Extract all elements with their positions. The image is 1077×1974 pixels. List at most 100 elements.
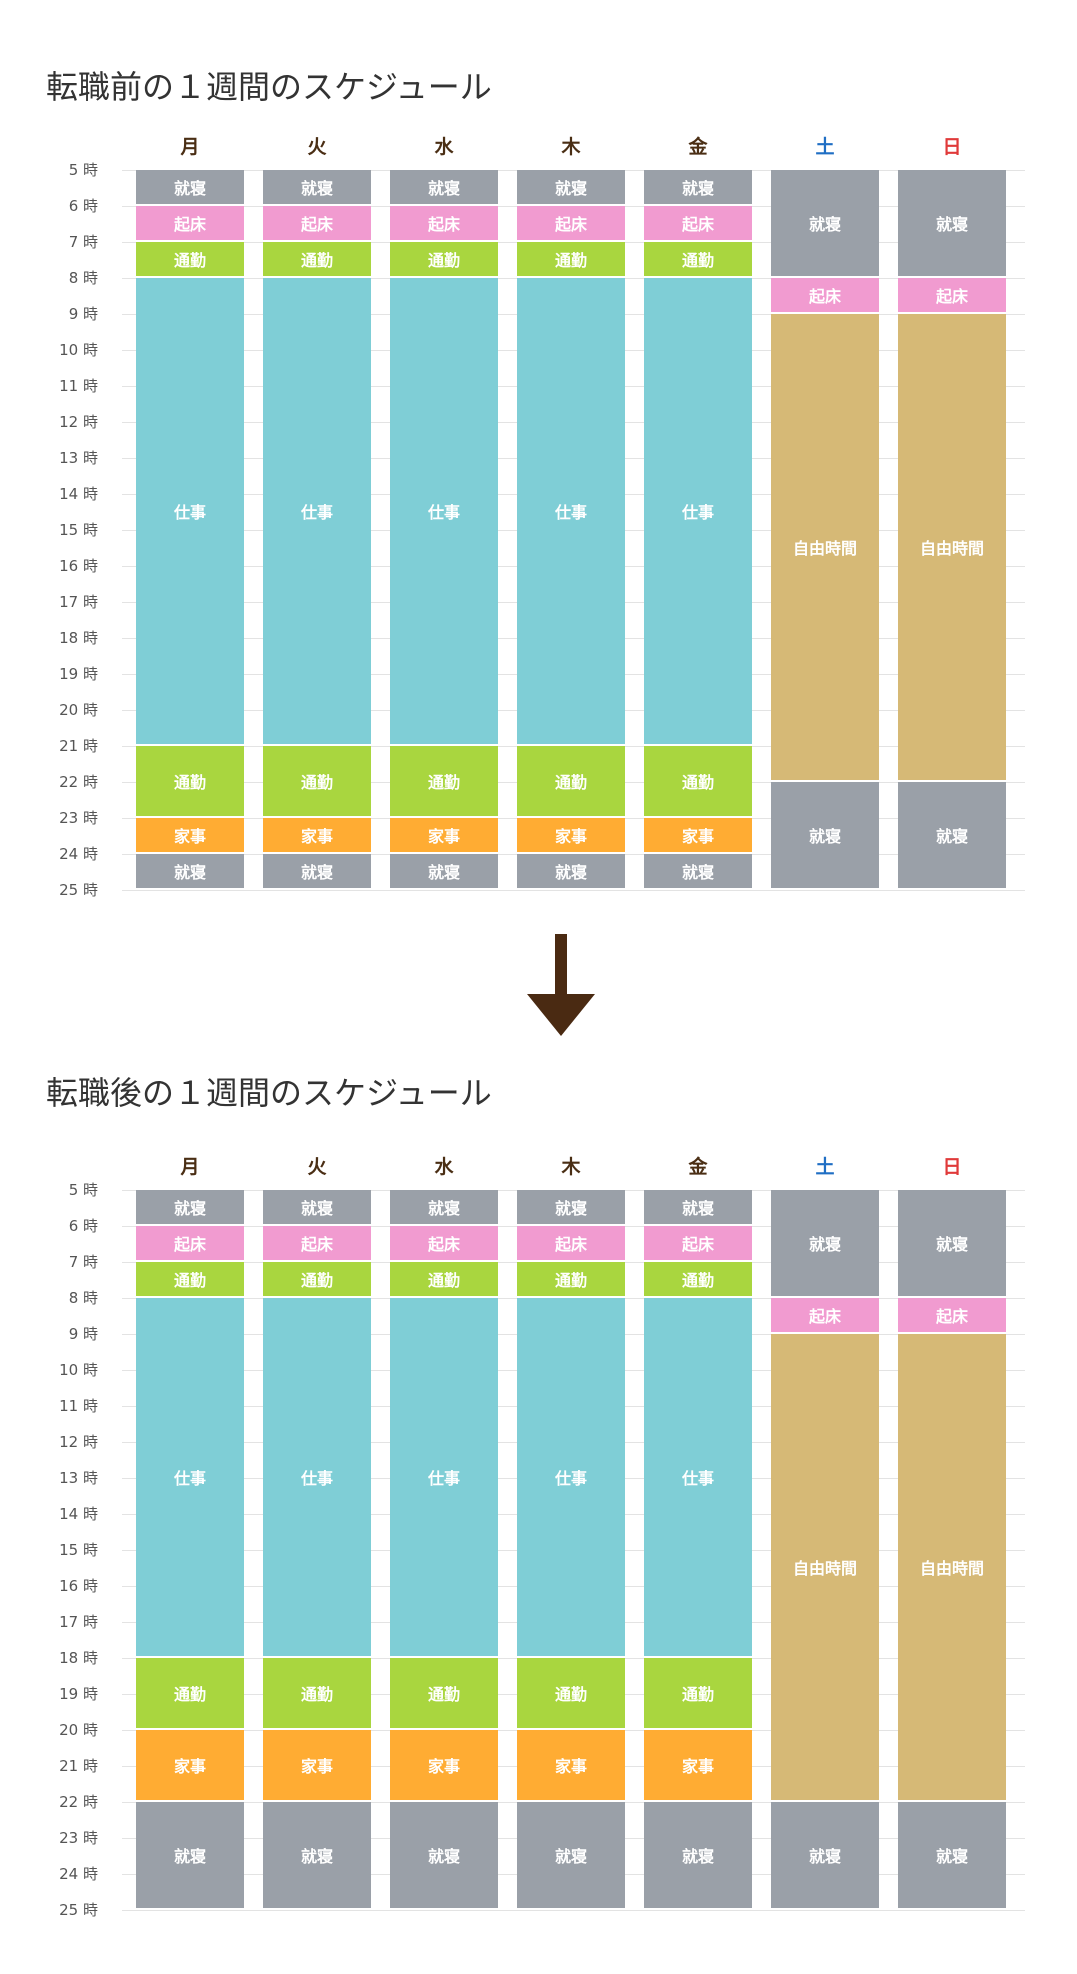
hour-label: 5 時 [68, 161, 98, 179]
schedule-block: 就寝 [644, 170, 752, 206]
day-label: 金 [688, 1156, 708, 1178]
schedule-block: 就寝 [263, 854, 371, 890]
schedule-block: 家事 [517, 818, 625, 854]
schedule-block: 通勤 [136, 242, 244, 278]
hour-label: 8 時 [68, 269, 98, 287]
schedule-block: 通勤 [136, 746, 244, 818]
hour-label: 25 時 [59, 1901, 98, 1919]
schedule-block: 就寝 [898, 1802, 1006, 1910]
hour-label: 12 時 [59, 413, 98, 431]
schedule-block: 通勤 [517, 1262, 625, 1298]
hour-label: 5 時 [68, 1181, 98, 1199]
schedule-block: 起床 [517, 206, 625, 242]
day-label: 土 [815, 136, 835, 158]
hour-label: 22 時 [59, 1793, 98, 1811]
day-label: 火 [307, 1156, 327, 1178]
schedule-block: 就寝 [517, 1190, 625, 1226]
hour-label: 24 時 [59, 1865, 98, 1883]
hour-label: 17 時 [59, 593, 98, 611]
hour-label: 15 時 [59, 1541, 98, 1559]
schedule-block: 仕事 [517, 278, 625, 746]
schedule-block: 就寝 [136, 1802, 244, 1910]
schedule-block: 仕事 [136, 1298, 244, 1658]
hour-label: 14 時 [59, 485, 98, 503]
schedule-block: 通勤 [263, 746, 371, 818]
schedule-block: 起床 [263, 1226, 371, 1262]
schedule-block: 自由時間 [898, 1334, 1006, 1802]
schedule-block: 起床 [390, 206, 498, 242]
schedule-block: 通勤 [390, 242, 498, 278]
schedule-block: 就寝 [136, 854, 244, 890]
schedule-block: 家事 [136, 1730, 244, 1802]
hour-label: 19 時 [59, 1685, 98, 1703]
schedule-block: 通勤 [390, 1262, 498, 1298]
schedule-block: 家事 [517, 1730, 625, 1802]
hour-label: 9 時 [68, 1325, 98, 1343]
schedule-block: 通勤 [263, 242, 371, 278]
schedule-block: 通勤 [517, 746, 625, 818]
schedule-block: 通勤 [136, 1262, 244, 1298]
schedule-block: 仕事 [136, 278, 244, 746]
day-label: 木 [561, 1156, 581, 1178]
hour-gridline [122, 1910, 1025, 1911]
hour-label: 10 時 [59, 341, 98, 359]
schedule-block: 起床 [517, 1226, 625, 1262]
hour-label: 6 時 [68, 197, 98, 215]
hour-label: 7 時 [68, 1253, 98, 1271]
schedule-block: 就寝 [771, 1190, 879, 1298]
schedule-block: 就寝 [517, 170, 625, 206]
schedule-block: 通勤 [263, 1658, 371, 1730]
day-label: 土 [815, 1156, 835, 1178]
schedule-before: 月 火 水 木 金 土 日 5 時 6 時 7 時 8 時 9 時 10 時 11 時 12 時 13 時 14… [0, 132, 1077, 899]
schedule-block: 起床 [263, 206, 371, 242]
schedule-block: 就寝 [771, 782, 879, 890]
schedule-block: 起床 [390, 1226, 498, 1262]
hour-label: 21 時 [59, 737, 98, 755]
schedule-block: 就寝 [390, 854, 498, 890]
schedule-block: 通勤 [517, 1658, 625, 1730]
hour-label: 19 時 [59, 665, 98, 683]
schedule-block: 就寝 [898, 782, 1006, 890]
hour-label: 9 時 [68, 305, 98, 323]
schedule-block: 起床 [898, 278, 1006, 314]
schedule-block: 通勤 [644, 746, 752, 818]
schedule-block: 自由時間 [898, 314, 1006, 782]
schedule-block: 仕事 [263, 1298, 371, 1658]
schedule-block: 就寝 [771, 170, 879, 278]
hour-label: 24 時 [59, 845, 98, 863]
schedule-block: 就寝 [898, 1190, 1006, 1298]
schedule-block: 仕事 [390, 278, 498, 746]
schedule-block: 自由時間 [771, 1334, 879, 1802]
hour-label: 8 時 [68, 1289, 98, 1307]
hour-label: 11 時 [59, 1397, 98, 1415]
schedule-block: 就寝 [517, 854, 625, 890]
day-label: 水 [434, 136, 454, 158]
schedule-block: 起床 [898, 1298, 1006, 1334]
schedule-block: 家事 [390, 818, 498, 854]
down-arrow-icon [527, 934, 595, 1036]
day-label: 火 [307, 136, 327, 158]
day-label: 月 [180, 1156, 200, 1178]
hour-label: 23 時 [59, 1829, 98, 1847]
hour-label: 12 時 [59, 1433, 98, 1451]
day-label: 日 [942, 1156, 962, 1178]
schedule-block: 通勤 [644, 1262, 752, 1298]
schedule-block: 通勤 [390, 1658, 498, 1730]
day-label: 水 [434, 1156, 454, 1178]
hour-label: 13 時 [59, 1469, 98, 1487]
schedule-block: 就寝 [263, 1802, 371, 1910]
schedule-block: 就寝 [390, 1190, 498, 1226]
hour-label: 20 時 [59, 701, 98, 719]
hour-label: 15 時 [59, 521, 98, 539]
schedule-block: 起床 [136, 206, 244, 242]
section-title-before: 転職前の１週間のスケジュール [46, 68, 492, 106]
schedule-block: 就寝 [136, 170, 244, 206]
schedule-block: 起床 [771, 278, 879, 314]
schedule-block: 家事 [644, 1730, 752, 1802]
section-title-after: 転職後の１週間のスケジュール [46, 1074, 492, 1112]
schedule-block: 家事 [136, 818, 244, 854]
schedule-block: 仕事 [644, 1298, 752, 1658]
schedule-block: 就寝 [771, 1802, 879, 1910]
schedule-block: 起床 [136, 1226, 244, 1262]
schedule-block: 就寝 [390, 1802, 498, 1910]
